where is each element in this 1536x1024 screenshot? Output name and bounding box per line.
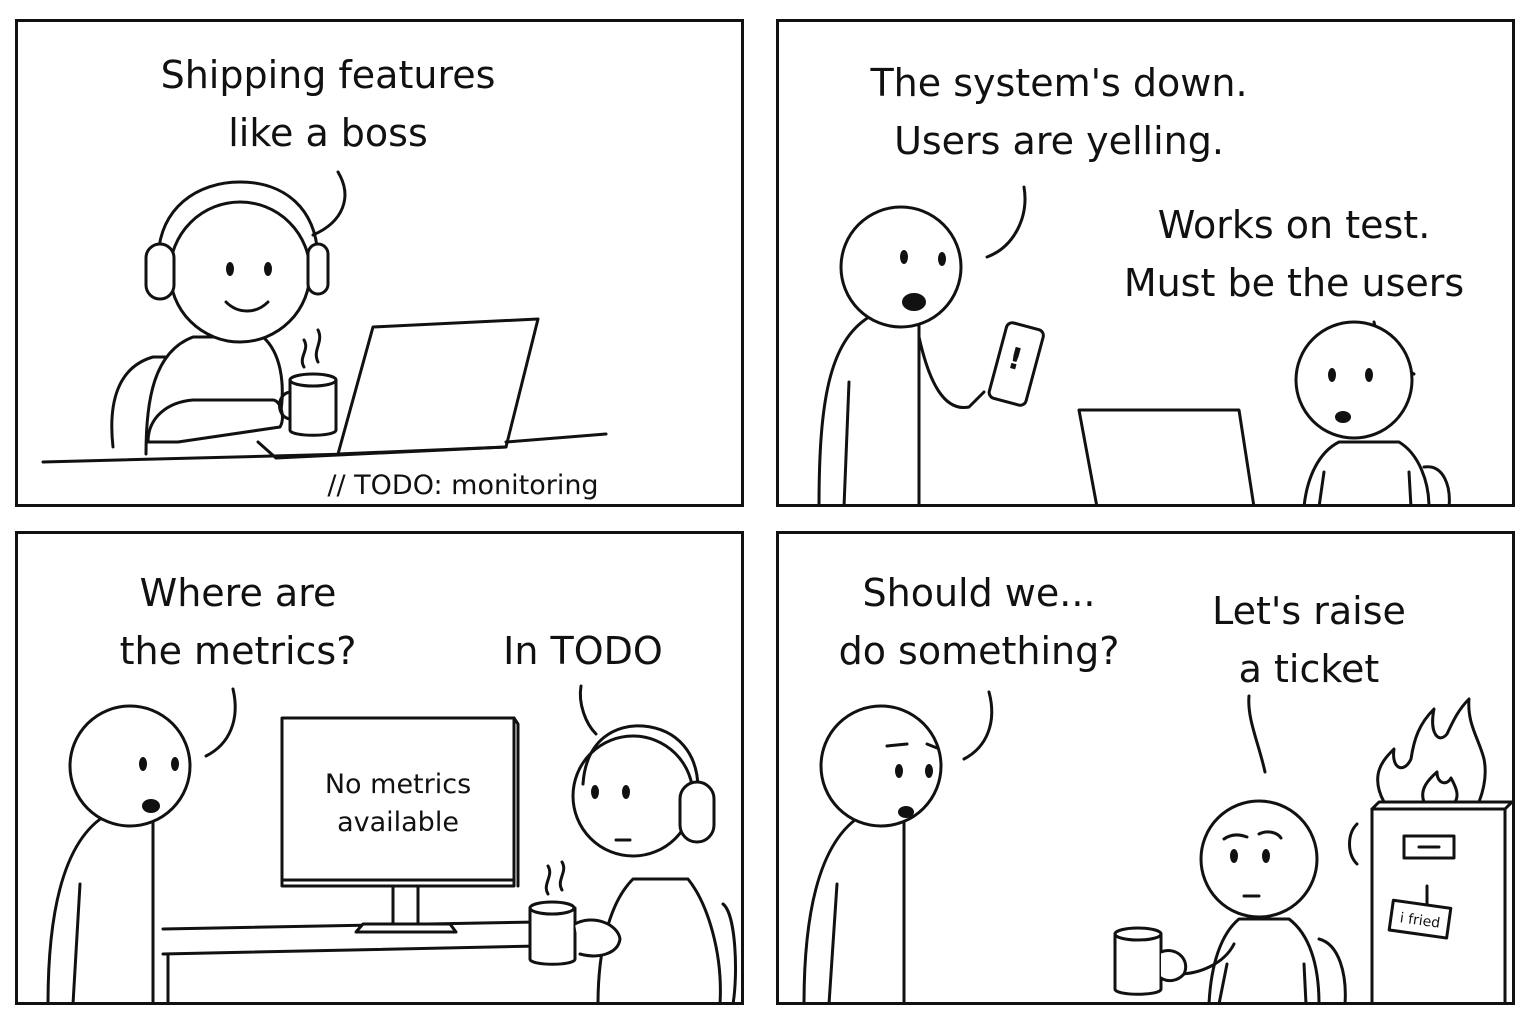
panel-4-raise-ticket: Should we... do something? Let's raise a… bbox=[776, 531, 1515, 1005]
headphones-icon bbox=[581, 724, 700, 791]
seated-person-body bbox=[1207, 917, 1321, 1002]
phone-icon bbox=[987, 321, 1045, 407]
eye bbox=[938, 252, 946, 266]
speech-bubble-left: The system's down. Users are yelling. bbox=[870, 61, 1248, 163]
speech-bubble: Shipping features like a boss bbox=[160, 53, 496, 155]
speech-tail bbox=[578, 684, 598, 736]
eye bbox=[139, 757, 147, 771]
speech-bubble-right: In TODO bbox=[503, 629, 663, 673]
monitor-stand bbox=[391, 884, 420, 926]
panel-3-drawing bbox=[46, 684, 737, 1002]
speech-bubble-right: Let's raise a ticket bbox=[1212, 589, 1406, 691]
left-person-head bbox=[819, 704, 943, 828]
desk bbox=[161, 920, 540, 1002]
seated-person-head bbox=[1199, 799, 1319, 919]
panel-3-metrics: Where are the metrics? In TODO No metric… bbox=[15, 531, 744, 1005]
smile bbox=[224, 300, 270, 313]
coffee-mug-icon bbox=[1113, 932, 1163, 996]
seated-person-head bbox=[1294, 320, 1414, 440]
eye bbox=[900, 250, 908, 264]
panel-2-drawing bbox=[817, 185, 1451, 504]
fire-icon bbox=[1376, 697, 1487, 804]
speech-tail bbox=[311, 170, 347, 237]
eye bbox=[226, 262, 234, 276]
speech-bubble-right: Works on test. Must be the users bbox=[1123, 203, 1465, 305]
eyebrow bbox=[1222, 830, 1283, 841]
coffee-mug-icon bbox=[528, 906, 577, 966]
laptop-screen bbox=[336, 317, 540, 456]
eye bbox=[1230, 849, 1238, 863]
steam-icon bbox=[300, 328, 322, 369]
eye bbox=[622, 785, 630, 799]
chair bbox=[110, 355, 180, 449]
coffee-mug-icon bbox=[288, 378, 338, 437]
panel-4-drawing bbox=[802, 690, 1512, 1002]
headphones-icon bbox=[156, 180, 320, 264]
standing-person-body bbox=[817, 315, 921, 504]
open-mouth bbox=[902, 293, 926, 311]
panel-2-system-down: The system's down. Users are yelling. Wo… bbox=[776, 19, 1515, 507]
speech-bubble-left: Should we... do something? bbox=[838, 571, 1120, 673]
panel-1-drawing bbox=[41, 170, 608, 464]
mouth bbox=[142, 799, 160, 813]
chair bbox=[1422, 465, 1451, 504]
desk bbox=[41, 432, 608, 464]
chair bbox=[1317, 937, 1347, 1002]
todo-caption: // TODO: monitoring bbox=[327, 470, 599, 501]
eye bbox=[1365, 368, 1373, 382]
speech-bubble-left: Where are the metrics? bbox=[119, 571, 357, 673]
right-person-body bbox=[596, 877, 722, 1002]
left-person-body bbox=[802, 812, 906, 1002]
mouth bbox=[1335, 411, 1351, 423]
eye bbox=[925, 764, 933, 778]
monitor-screen bbox=[280, 716, 516, 888]
eye bbox=[264, 262, 272, 276]
steam-icon bbox=[544, 860, 566, 896]
seated-person-body bbox=[1302, 440, 1431, 504]
mouth bbox=[898, 806, 914, 818]
eye bbox=[591, 785, 599, 799]
laptop-base bbox=[256, 440, 508, 460]
speech-tail bbox=[985, 185, 1027, 259]
arm bbox=[917, 335, 986, 410]
cabinet-tag bbox=[1387, 898, 1453, 940]
speech-tail bbox=[962, 690, 994, 761]
developer-head bbox=[168, 200, 312, 344]
hand bbox=[573, 918, 622, 958]
standing-person-head bbox=[839, 205, 963, 329]
speech-tail bbox=[1247, 694, 1267, 774]
panel-1-shipping-features: Shipping features like a boss // TODO: m… bbox=[15, 19, 744, 507]
chair bbox=[721, 902, 737, 1002]
laptop-back bbox=[1077, 408, 1256, 504]
eye bbox=[895, 764, 903, 778]
eye bbox=[171, 757, 179, 771]
eye bbox=[1328, 368, 1336, 382]
speech-tail bbox=[204, 687, 237, 758]
eye bbox=[1262, 849, 1270, 863]
eyebrow bbox=[885, 742, 939, 750]
monitor-message: No metrics available bbox=[324, 769, 472, 838]
hand bbox=[1159, 949, 1188, 983]
left-person-head bbox=[68, 704, 192, 828]
left-person-body bbox=[46, 812, 155, 1002]
